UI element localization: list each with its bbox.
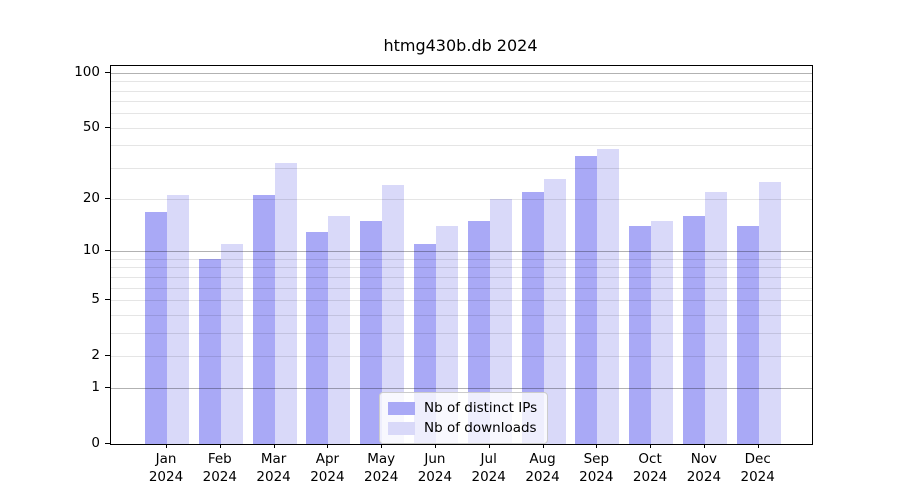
bar-downloads-jul (489, 199, 512, 444)
y-axis-tick (105, 387, 110, 389)
bar-distinct-ips-oct (629, 226, 652, 444)
x-axis-tick-label-dec: Dec 2024 (740, 451, 775, 485)
minor-gridline (111, 199, 812, 201)
bar-distinct-ips-sep (575, 155, 598, 444)
bar-distinct-ips-may (360, 221, 383, 444)
x-axis-tick-label-mar: Mar 2024 (256, 451, 291, 485)
legend-label: Nb of downloads (424, 420, 537, 436)
legend-entry: Nb of distinct IPs (388, 398, 537, 418)
x-axis-tick (434, 444, 436, 448)
major-gridline (111, 72, 812, 74)
x-axis-tick (166, 444, 167, 448)
bar-downloads-jun (435, 226, 458, 444)
minor-gridline (111, 287, 812, 289)
y-axis-tick (105, 198, 110, 200)
y-axis-tick-label: 5 (91, 290, 100, 307)
bar-distinct-ips-mar (252, 195, 275, 444)
x-axis-tick (650, 444, 652, 448)
bar-distinct-ips-aug (521, 191, 544, 444)
y-axis-tick-label: 20 (82, 190, 100, 207)
x-axis-tick (327, 444, 329, 448)
minor-gridline (111, 314, 812, 316)
x-axis-tick (542, 444, 544, 448)
bar-distinct-ips-feb (198, 258, 221, 444)
minor-gridline (111, 299, 812, 301)
minor-gridline (111, 355, 812, 357)
legend: Nb of distinct IPs Nb of downloads (379, 392, 549, 444)
major-gridline (111, 388, 812, 390)
minor-gridline (111, 101, 812, 103)
minor-gridline (111, 90, 812, 92)
bar-downloads-dec (758, 181, 781, 444)
y-axis-tick-label: 10 (82, 242, 100, 259)
x-axis-tick (596, 444, 598, 448)
bar-downloads-mar (274, 162, 297, 444)
y-axis-tick-label: 1 (91, 379, 100, 396)
chart-title: htmg430b.db 2024 (383, 36, 538, 55)
minor-gridline (111, 332, 812, 334)
minor-gridline (111, 145, 812, 147)
bar-downloads-nov (704, 191, 727, 444)
x-axis-tick-label-sep: Sep 2024 (579, 451, 614, 485)
x-axis-tick (219, 444, 221, 448)
y-axis-tick-label: 50 (82, 118, 100, 135)
bar-distinct-ips-jan (145, 211, 167, 444)
x-axis-tick-label-aug: Aug 2024 (525, 451, 560, 485)
legend-entry: Nb of downloads (388, 418, 537, 438)
y-axis-tick (105, 298, 110, 300)
x-axis-tick-label-nov: Nov 2024 (686, 451, 722, 485)
bar-distinct-ips-nov (682, 216, 705, 444)
y-axis-tick-label: 100 (74, 63, 100, 80)
y-axis-tick (105, 126, 110, 128)
minor-gridline (111, 267, 812, 269)
x-axis-tick-label-jun: Jun 2024 (417, 451, 453, 485)
y-axis-tick-label: 2 (91, 346, 100, 363)
x-axis-tick (381, 444, 383, 448)
x-axis-tick-label-apr: Apr 2024 (310, 451, 345, 485)
legend-label: Nb of distinct IPs (424, 400, 538, 416)
x-axis-tick-label-feb: Feb 2024 (202, 451, 237, 485)
x-axis-tick-label-jan: Jan 2024 (148, 451, 184, 485)
bar-distinct-ips-apr (306, 231, 329, 444)
x-axis-tick-label-oct: Oct 2024 (632, 451, 668, 485)
y-axis-tick (105, 443, 110, 444)
bar-downloads-apr (328, 216, 351, 444)
minor-gridline (111, 113, 812, 115)
minor-gridline (111, 167, 812, 169)
x-axis-tick (273, 444, 275, 448)
bar-downloads-jan (167, 195, 189, 444)
minor-gridline (111, 81, 812, 83)
y-axis-tick (105, 354, 110, 356)
bar-distinct-ips-jul (467, 221, 490, 444)
y-axis-tick (105, 71, 110, 73)
bar-downloads-oct (651, 221, 674, 444)
minor-gridline (111, 258, 812, 260)
bar-downloads-aug (543, 178, 566, 444)
bar-downloads-feb (220, 244, 243, 444)
bar-downloads-may (382, 185, 405, 444)
x-axis-tick-label-may: May 2024 (364, 451, 399, 485)
x-axis-tick (488, 444, 490, 448)
y-axis-tick (105, 250, 110, 252)
major-gridline (111, 251, 812, 253)
plot-area (110, 65, 813, 445)
x-axis-tick (703, 444, 705, 448)
minor-gridline (111, 127, 812, 129)
legend-swatch-icon (388, 401, 415, 415)
x-axis-tick-label-jul: Jul 2024 (471, 451, 506, 485)
bar-downloads-sep (597, 149, 620, 444)
minor-gridline (111, 276, 812, 278)
x-axis-tick (757, 444, 759, 448)
legend-swatch-icon (388, 421, 415, 435)
bar-distinct-ips-dec (736, 226, 759, 444)
y-axis-tick-label: 0 (91, 435, 100, 451)
